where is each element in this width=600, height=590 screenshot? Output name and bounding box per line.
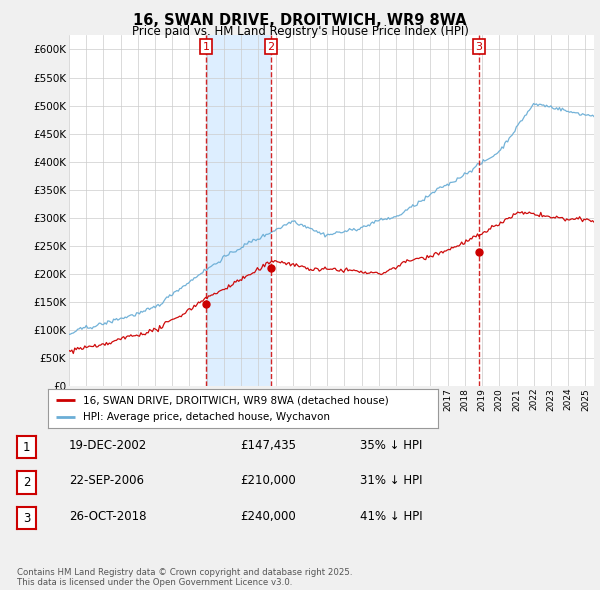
- Text: Price paid vs. HM Land Registry's House Price Index (HPI): Price paid vs. HM Land Registry's House …: [131, 25, 469, 38]
- Text: 35% ↓ HPI: 35% ↓ HPI: [360, 439, 422, 452]
- Text: Contains HM Land Registry data © Crown copyright and database right 2025.
This d: Contains HM Land Registry data © Crown c…: [17, 568, 352, 587]
- Text: 41% ↓ HPI: 41% ↓ HPI: [360, 510, 422, 523]
- Text: 16, SWAN DRIVE, DROITWICH, WR9 8WA (detached house): 16, SWAN DRIVE, DROITWICH, WR9 8WA (deta…: [83, 395, 389, 405]
- Text: 3: 3: [23, 512, 30, 525]
- Text: 2: 2: [268, 42, 274, 52]
- Text: 2: 2: [23, 476, 30, 489]
- Text: 1: 1: [203, 42, 209, 52]
- Text: £240,000: £240,000: [240, 510, 296, 523]
- Text: 3: 3: [476, 42, 482, 52]
- Bar: [206, 35, 271, 386]
- Text: 31% ↓ HPI: 31% ↓ HPI: [360, 474, 422, 487]
- Text: £210,000: £210,000: [240, 474, 296, 487]
- Text: £147,435: £147,435: [240, 439, 296, 452]
- Text: 26-OCT-2018: 26-OCT-2018: [69, 510, 146, 523]
- Text: 19-DEC-2002: 19-DEC-2002: [69, 439, 147, 452]
- Text: 16, SWAN DRIVE, DROITWICH, WR9 8WA: 16, SWAN DRIVE, DROITWICH, WR9 8WA: [133, 13, 467, 28]
- Text: 1: 1: [23, 441, 30, 454]
- Text: 22-SEP-2006: 22-SEP-2006: [69, 474, 144, 487]
- Text: HPI: Average price, detached house, Wychavon: HPI: Average price, detached house, Wych…: [83, 412, 330, 422]
